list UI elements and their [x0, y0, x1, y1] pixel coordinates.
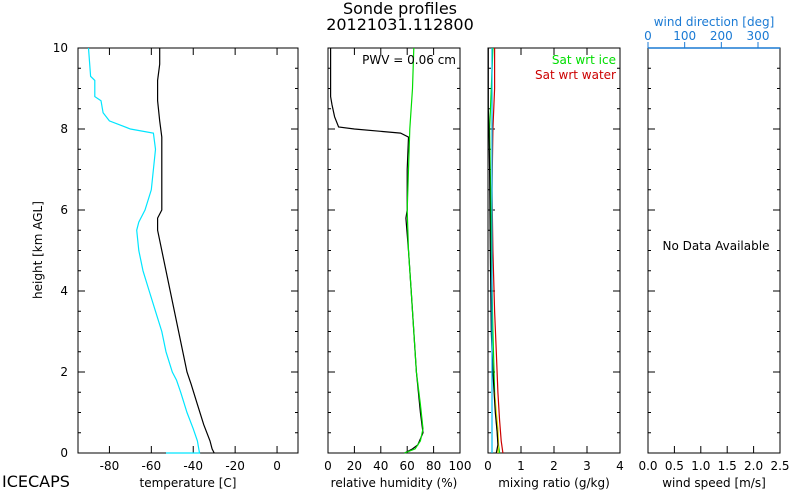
relative-humidity-series-line-1 [404, 47, 424, 454]
mixing-ratio-xtick-label: 4 [616, 459, 624, 473]
mixing-ratio-series-line-0 [491, 48, 504, 454]
wind-x-axis-label: wind speed [m/s] [662, 476, 766, 490]
temperature-x-axis-label: temperature [C] [140, 476, 237, 490]
temperature-xtick-label: -20 [225, 459, 245, 473]
wind-top-tick-label: 200 [710, 29, 733, 43]
relative-humidity-xtick-label: 40 [373, 459, 388, 473]
relative-humidity-series-line-0 [330, 48, 424, 454]
mixing-ratio-legend-entry: Sat wrt water [535, 68, 616, 82]
figure-title: Sonde profiles [343, 0, 457, 18]
temperature-ytick-label: 0 [60, 446, 68, 460]
mixing-ratio-xtick-label: 0 [484, 459, 492, 473]
temperature-ytick-label: 2 [60, 365, 68, 379]
mixing-ratio-x-axis-label: mixing ratio (g/kg) [498, 476, 610, 490]
relative-humidity-annotation: PWV = 0.06 cm [362, 53, 456, 67]
relative-humidity-xtick-label: 100 [449, 459, 472, 473]
mixing-ratio-series-line-3 [487, 48, 499, 454]
station-label: ICECAPS [2, 472, 70, 491]
relative-humidity-xtick-label: 20 [347, 459, 362, 473]
relative-humidity-panel: 0 20 40 60 80 100 relative humidity (%) PWV = 0… [324, 47, 472, 490]
wind-xtick-label: 1.0 [691, 459, 710, 473]
mixing-ratio-legend-entry: Sat wrt ice [552, 53, 616, 67]
temperature-xtick-label: 0 [273, 459, 281, 473]
relative-humidity-x-axis-label: relative humidity (%) [331, 476, 458, 490]
wind-top-tick-label: 300 [747, 29, 770, 43]
temperature-panel: -80 -60 -40 -20 0 0 2 4 6 8 10 temperature [C] [53, 41, 299, 490]
temperature-xtick-label: -40 [183, 459, 203, 473]
relative-humidity-xtick-label: 60 [400, 459, 415, 473]
temperature-series-line-0 [157, 48, 215, 454]
relative-humidity-frame [327, 47, 461, 454]
figure-subtitle: 20121031.112800 [326, 15, 474, 34]
wind-xtick-label: 0.5 [665, 459, 684, 473]
wind-panel: 0.0 0.5 1.0 1.5 2.0 2.5 wind speed [m/s] 0 100 20… [638, 15, 789, 490]
temperature-series-line-1 [87, 47, 201, 454]
mixing-ratio-xtick-label: 2 [550, 459, 558, 473]
temperature-xtick-label: -60 [142, 459, 162, 473]
wind-xtick-label: 2.0 [744, 459, 763, 473]
temperature-ytick-label: 4 [60, 284, 68, 298]
temperature-ytick-label: 6 [60, 203, 68, 217]
wind-top-tick-label: 0 [644, 29, 652, 43]
temperature-ytick-label: 10 [53, 41, 68, 55]
mixing-ratio-series-line-2 [494, 392, 500, 454]
mixing-ratio-frame [487, 47, 621, 454]
temperature-frame [77, 47, 299, 454]
temperature-xtick-label: -80 [100, 459, 120, 473]
wind-xtick-label: 0.0 [638, 459, 657, 473]
wind-no-data-message: No Data Available [663, 239, 770, 253]
mixing-ratio-xtick-label: 3 [583, 459, 591, 473]
wind-top-axis-label: wind direction [deg] [654, 15, 775, 29]
mixing-ratio-xtick-label: 1 [517, 459, 525, 473]
temperature-ytick-label: 8 [60, 122, 68, 136]
wind-xtick-label: 1.5 [718, 459, 737, 473]
wind-xtick-label: 2.5 [770, 459, 789, 473]
wind-top-tick-label: 100 [673, 29, 696, 43]
relative-humidity-xtick-label: 0 [324, 459, 332, 473]
relative-humidity-xtick-label: 80 [426, 459, 441, 473]
y-axis-label: height [km AGL] [31, 201, 45, 299]
